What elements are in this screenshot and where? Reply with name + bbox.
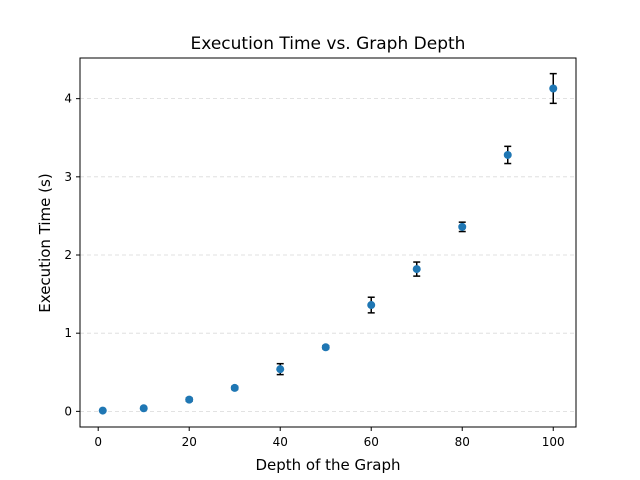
data-point bbox=[503, 145, 512, 165]
point-marker bbox=[367, 301, 376, 310]
data-point bbox=[230, 383, 239, 392]
point-marker bbox=[503, 150, 512, 159]
data-point bbox=[412, 261, 421, 277]
y-tick-label: 4 bbox=[64, 92, 72, 106]
data-point bbox=[139, 404, 148, 413]
data-point bbox=[321, 343, 330, 352]
y-tick-label: 0 bbox=[64, 404, 72, 418]
x-tick-label: 40 bbox=[273, 435, 288, 449]
point-marker bbox=[458, 222, 467, 231]
point-marker bbox=[230, 383, 239, 392]
x-axis-label: Depth of the Graph bbox=[255, 456, 400, 474]
data-points bbox=[98, 72, 558, 415]
y-tick-label: 3 bbox=[64, 170, 72, 184]
x-tick-label: 100 bbox=[542, 435, 565, 449]
point-marker bbox=[98, 406, 107, 415]
grid-lines bbox=[80, 98, 576, 412]
point-marker bbox=[185, 395, 194, 404]
y-tick-label: 1 bbox=[64, 326, 72, 340]
data-point bbox=[98, 406, 107, 415]
x-tick-label: 0 bbox=[94, 435, 102, 449]
chart-title: Execution Time vs. Graph Depth bbox=[191, 34, 466, 54]
x-tick-label: 80 bbox=[455, 435, 470, 449]
y-axis-label: Execution Time (s) bbox=[36, 173, 54, 312]
data-point bbox=[458, 221, 467, 233]
data-point bbox=[185, 395, 194, 404]
plot-frame bbox=[79, 57, 577, 428]
x-tick-label: 60 bbox=[364, 435, 379, 449]
data-point bbox=[276, 362, 285, 376]
point-marker bbox=[549, 84, 558, 93]
point-marker bbox=[276, 365, 285, 374]
data-point bbox=[549, 72, 558, 105]
point-marker bbox=[321, 343, 330, 352]
x-tick-label: 20 bbox=[182, 435, 197, 449]
data-point bbox=[367, 296, 376, 314]
y-tick-label: 2 bbox=[64, 248, 72, 262]
point-marker bbox=[412, 265, 421, 274]
point-marker bbox=[139, 404, 148, 413]
